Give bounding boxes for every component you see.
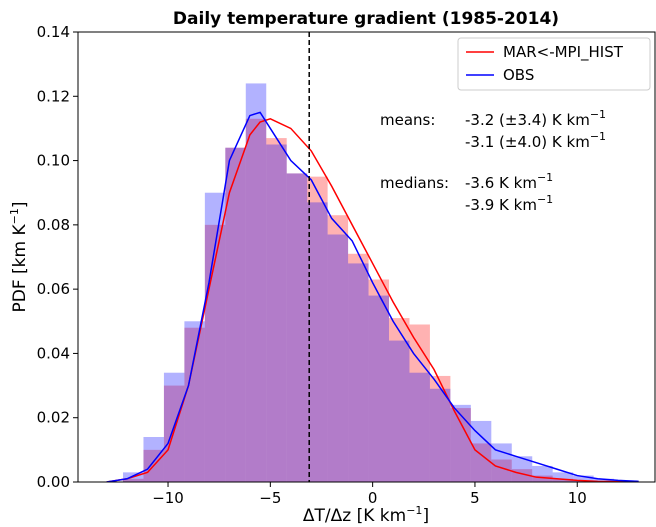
y-axis-label: PDF [km K−1] bbox=[8, 202, 30, 313]
hist-bar bbox=[368, 279, 390, 482]
annotation-label: means: bbox=[380, 111, 435, 129]
y-axis-label-sup: −1 bbox=[8, 208, 21, 224]
y-tick-label: 0.00 bbox=[37, 473, 70, 491]
hist-bar bbox=[204, 224, 226, 482]
hist-bar bbox=[204, 192, 226, 482]
annotation-value-text: -3.2 (±3.4) K km bbox=[465, 111, 590, 129]
annotation-value: -3.2 (±3.4) K km−1 bbox=[465, 108, 606, 129]
hist-bar bbox=[245, 118, 267, 482]
hist-bar bbox=[532, 475, 553, 482]
annotation-value-sup: −1 bbox=[590, 108, 606, 121]
y-tick-label: 0.12 bbox=[37, 87, 70, 105]
x-tick-label: −10 bbox=[152, 489, 184, 507]
y-tick-label: 0.08 bbox=[37, 216, 70, 234]
hist-bar bbox=[368, 295, 390, 482]
hist-bar bbox=[470, 443, 492, 482]
plot-frame bbox=[77, 31, 656, 483]
hist-bar bbox=[552, 478, 574, 482]
y-tick-label: 0.04 bbox=[37, 344, 70, 362]
hist-bar bbox=[348, 253, 369, 482]
y-tick-label: 0.14 bbox=[37, 23, 70, 41]
hist-bar bbox=[491, 459, 512, 482]
hist-bar bbox=[573, 475, 594, 482]
hist-bar bbox=[184, 321, 205, 482]
hist-bar bbox=[348, 263, 369, 482]
plot-area bbox=[106, 83, 639, 482]
hist-bar bbox=[327, 215, 349, 482]
hist-bar bbox=[429, 375, 451, 482]
hist-bar bbox=[552, 472, 574, 482]
hist-bar bbox=[143, 437, 164, 482]
hist-bar bbox=[266, 138, 287, 482]
annotation-label: medians: bbox=[380, 174, 449, 192]
x-tick-label: −5 bbox=[259, 489, 281, 507]
hist-bar bbox=[123, 478, 144, 482]
hist-bar bbox=[389, 318, 410, 482]
x-axis-label-tail: ] bbox=[422, 506, 429, 526]
hist-bar bbox=[409, 372, 430, 482]
hist-bar bbox=[286, 173, 308, 482]
annotation-value-sup: −1 bbox=[537, 193, 553, 206]
y-axis-label-tail: ] bbox=[10, 202, 30, 209]
hist-bar bbox=[450, 408, 471, 482]
hist-bar bbox=[450, 404, 471, 482]
hist-bar bbox=[389, 340, 410, 482]
kde-line bbox=[106, 111, 639, 482]
legend-label: OBS bbox=[503, 66, 534, 84]
hist-bar bbox=[429, 388, 451, 482]
y-tick-label: 0.10 bbox=[37, 152, 70, 170]
annotation-value-sup: −1 bbox=[590, 130, 606, 143]
x-axis-label-text: ΔT/Δz [K km bbox=[303, 506, 406, 526]
hist-bar bbox=[307, 176, 328, 482]
x-axis-label-sup: −1 bbox=[406, 504, 422, 517]
hist-bar bbox=[245, 83, 267, 482]
hist-bar bbox=[286, 173, 308, 482]
annotation-value-text: -3.1 (±4.0) K km bbox=[465, 133, 590, 151]
chart-title: Daily temperature gradient (1985-2014) bbox=[173, 9, 559, 29]
y-tick-label: 0.06 bbox=[37, 280, 70, 298]
hist-bar bbox=[225, 147, 246, 482]
x-tick-label: 0 bbox=[368, 489, 378, 507]
hist-bar bbox=[184, 327, 205, 482]
annotation-value-text: -3.6 K km bbox=[465, 174, 537, 192]
hist-bar bbox=[593, 478, 615, 482]
x-tick-label: 10 bbox=[568, 489, 587, 507]
annotation-value-text: -3.9 K km bbox=[465, 196, 537, 214]
hist-bar bbox=[266, 144, 287, 482]
legend-label: MAR<-MPI_HIST bbox=[503, 43, 624, 62]
hist-bar bbox=[307, 202, 328, 482]
legend-box bbox=[457, 37, 651, 91]
hist-bar bbox=[470, 420, 492, 482]
hist-bar bbox=[327, 234, 349, 482]
annotation-value-sup: −1 bbox=[537, 171, 553, 184]
y-tick-label: 0.02 bbox=[37, 409, 70, 427]
annotation-value: -3.9 K km−1 bbox=[465, 193, 553, 214]
hist-bar bbox=[225, 147, 246, 482]
annotation-value: -3.1 (±4.0) K km−1 bbox=[465, 130, 606, 151]
x-tick-label: 5 bbox=[470, 489, 480, 507]
hist-bar bbox=[409, 324, 430, 482]
annotation-value: -3.6 K km−1 bbox=[465, 171, 553, 192]
x-axis-label: ΔT/Δz [K km−1] bbox=[303, 504, 429, 526]
hist-bar bbox=[532, 465, 553, 482]
y-axis-label-text: PDF [km K bbox=[10, 224, 30, 313]
